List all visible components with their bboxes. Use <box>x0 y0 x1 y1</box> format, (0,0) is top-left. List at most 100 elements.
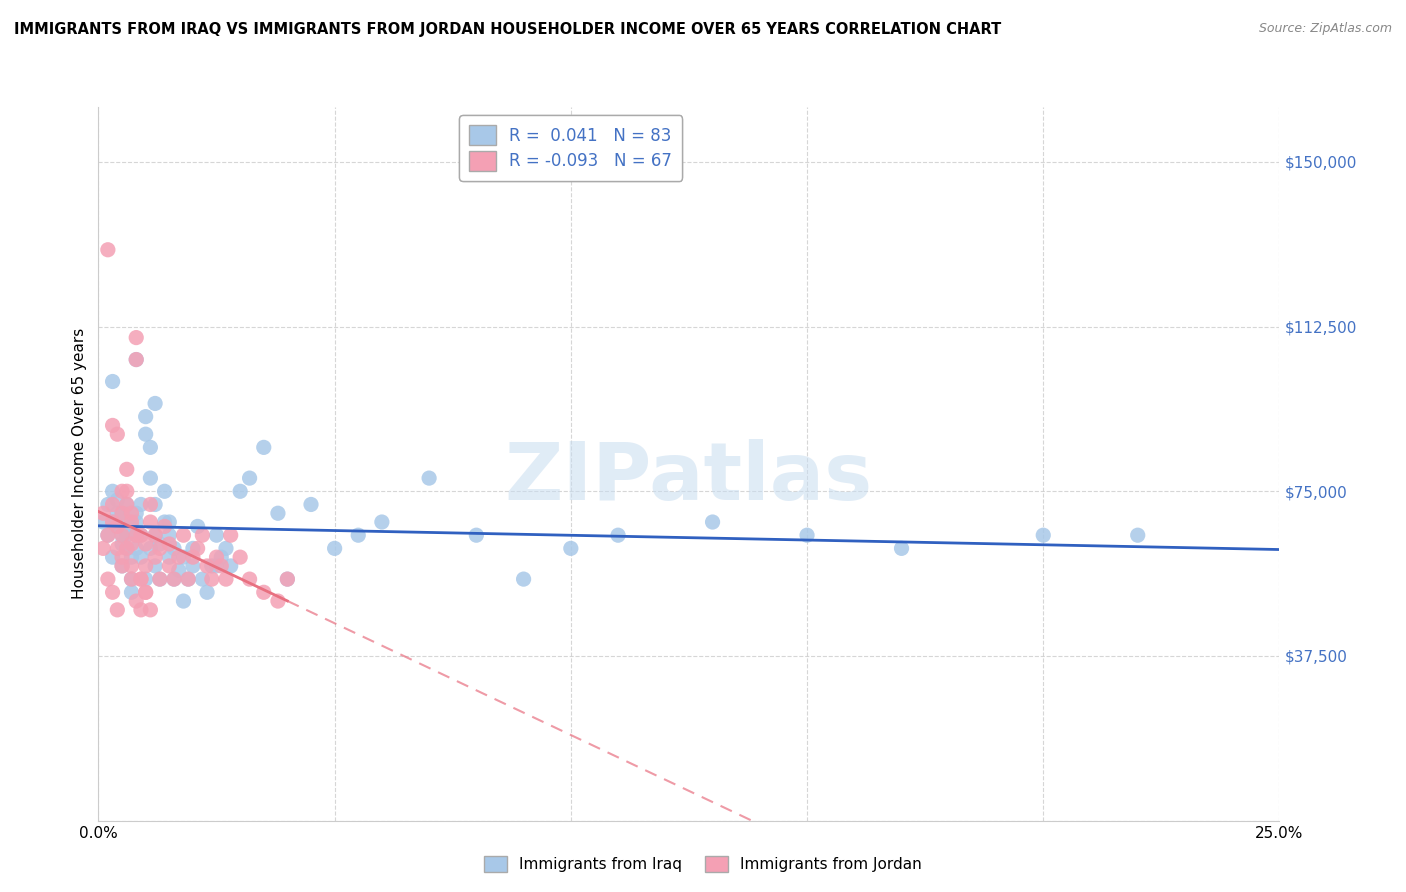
Point <box>607 528 630 542</box>
Point <box>187 519 209 533</box>
Point <box>91 506 114 520</box>
Point <box>253 585 276 599</box>
Point <box>125 352 148 367</box>
Point <box>191 528 214 542</box>
Point <box>512 572 534 586</box>
Point <box>121 572 143 586</box>
Point <box>215 572 238 586</box>
Text: Source: ZipAtlas.com: Source: ZipAtlas.com <box>1258 22 1392 36</box>
Point <box>111 506 134 520</box>
Point <box>97 243 120 257</box>
Text: IMMIGRANTS FROM IRAQ VS IMMIGRANTS FROM JORDAN HOUSEHOLDER INCOME OVER 65 YEARS : IMMIGRANTS FROM IRAQ VS IMMIGRANTS FROM … <box>14 22 1001 37</box>
Point <box>115 498 138 512</box>
Point <box>139 441 162 455</box>
Point <box>143 396 166 410</box>
Point <box>201 572 224 586</box>
Point <box>129 528 152 542</box>
Point <box>181 541 204 556</box>
Point <box>323 541 346 556</box>
Point <box>111 550 134 565</box>
Point <box>153 515 176 529</box>
Point <box>125 541 148 556</box>
Point <box>97 528 120 542</box>
Point <box>167 563 190 577</box>
Point <box>172 528 194 542</box>
Point <box>115 484 138 499</box>
Legend: Immigrants from Iraq, Immigrants from Jordan: Immigrants from Iraq, Immigrants from Jo… <box>477 848 929 880</box>
Point <box>101 484 124 499</box>
Point <box>153 519 176 533</box>
Point <box>702 515 724 529</box>
Point <box>157 558 180 573</box>
Point <box>121 519 143 533</box>
Point <box>105 541 128 556</box>
Point <box>125 515 148 529</box>
Point <box>125 528 148 542</box>
Point <box>139 471 162 485</box>
Point <box>195 558 218 573</box>
Point <box>157 537 180 551</box>
Point <box>129 550 152 565</box>
Point <box>115 528 138 542</box>
Point <box>101 375 124 389</box>
Point <box>111 528 134 542</box>
Point <box>229 484 252 499</box>
Point <box>135 537 157 551</box>
Point <box>215 541 238 556</box>
Point <box>191 572 214 586</box>
Point <box>115 462 138 476</box>
Point <box>239 471 262 485</box>
Point <box>97 498 120 512</box>
Point <box>177 572 200 586</box>
Point <box>465 528 488 542</box>
Point <box>149 572 172 586</box>
Point <box>167 550 190 565</box>
Point <box>125 594 148 608</box>
Point <box>91 541 114 556</box>
Point <box>163 541 186 556</box>
Point <box>219 528 242 542</box>
Point <box>205 558 228 573</box>
Point <box>115 515 138 529</box>
Point <box>115 541 138 556</box>
Point <box>129 603 152 617</box>
Point <box>209 550 232 565</box>
Point <box>219 558 242 573</box>
Point <box>143 528 166 542</box>
Point <box>135 427 157 442</box>
Point <box>1126 528 1149 542</box>
Point <box>135 585 157 599</box>
Point <box>163 572 186 586</box>
Point <box>101 550 124 565</box>
Point <box>143 528 166 542</box>
Point <box>101 418 124 433</box>
Point <box>299 498 322 512</box>
Point <box>139 603 162 617</box>
Point <box>139 541 162 556</box>
Point <box>267 594 290 608</box>
Point <box>157 515 180 529</box>
Point <box>97 572 120 586</box>
Point <box>157 550 180 565</box>
Point <box>205 528 228 542</box>
Point <box>111 558 134 573</box>
Point <box>121 537 143 551</box>
Point <box>135 572 157 586</box>
Point <box>129 572 152 586</box>
Point <box>101 585 124 599</box>
Point <box>560 541 582 556</box>
Point <box>371 515 394 529</box>
Point <box>111 506 134 520</box>
Point <box>129 572 152 586</box>
Point <box>172 550 194 565</box>
Point <box>157 528 180 542</box>
Point <box>205 550 228 565</box>
Point <box>101 515 124 529</box>
Point <box>105 519 128 533</box>
Point <box>229 550 252 565</box>
Point <box>143 558 166 573</box>
Point <box>1032 528 1054 542</box>
Point <box>115 498 138 512</box>
Point <box>143 498 166 512</box>
Point <box>121 515 143 529</box>
